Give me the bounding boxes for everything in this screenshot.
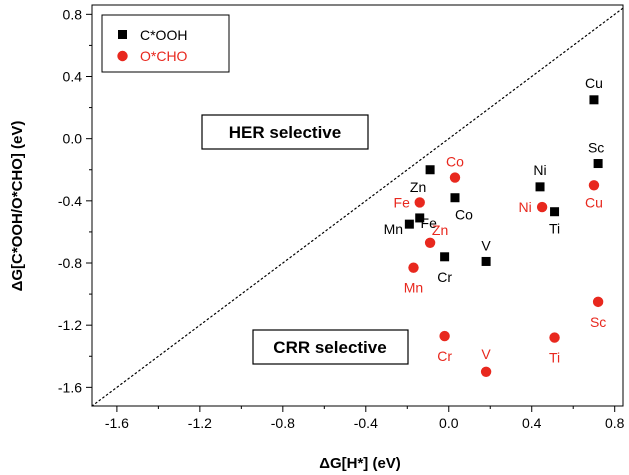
point-label-s0-zn: Zn xyxy=(410,179,426,195)
legend-label-series-0: C*OOH xyxy=(140,27,187,43)
x-tick-label: -0.4 xyxy=(354,415,378,431)
ticks-layer: -1.6 -1.2 -0.8 -0.4 0.0 0.4 0.8 -1.6 -1.2 -0.8 -0.… xyxy=(58,6,625,431)
point-label-s1-cr: Cr xyxy=(437,348,452,364)
region-text-crr: CRR selective xyxy=(273,338,386,357)
point-s1-cu xyxy=(588,180,600,191)
point-label-s0-sc: Sc xyxy=(588,140,604,156)
point-s0-ni xyxy=(535,182,545,192)
region-box-crr xyxy=(252,329,409,365)
point-label-s1-ti: Ti xyxy=(549,350,560,366)
point-s0-ti xyxy=(550,207,560,217)
point-label-s0-v: V xyxy=(481,237,491,253)
point-s1-cr xyxy=(439,330,450,342)
point-label-s0-co: Co xyxy=(455,207,473,223)
y-tick-label: 0.4 xyxy=(63,68,83,84)
region-label-crr: CRR selective xyxy=(252,329,409,365)
region-box-her xyxy=(201,114,369,150)
y-tick-label: -1.6 xyxy=(58,379,82,395)
diagonal-line xyxy=(91,7,624,407)
point-s0-cr xyxy=(440,252,450,262)
point-s1-co xyxy=(449,172,461,183)
legend-label-series-1: O*CHO xyxy=(140,48,188,64)
point-s0-fe xyxy=(415,213,425,223)
x-tick-label: -1.2 xyxy=(188,415,212,431)
point-s0-mn xyxy=(404,219,414,229)
y-tick-label: 0.8 xyxy=(63,6,83,22)
point-label-s0-ti: Ti xyxy=(549,221,560,237)
labels-layer: Cu Sc Ni Ti Zn Co Fe Mn V Cr Co Cu Fe Ni Zn Mn Sc Cr Ti V xyxy=(384,75,607,366)
region-text-her: HER selective xyxy=(229,123,341,142)
point-label-s0-mn: Mn xyxy=(384,221,403,237)
point-s0-co xyxy=(450,193,460,203)
legend: C*OOH O*CHO xyxy=(101,14,230,73)
y-tick-label: -1.2 xyxy=(58,317,82,333)
x-tick-label: -1.6 xyxy=(105,415,129,431)
legend-marker-series-0 xyxy=(118,30,127,39)
legend-box xyxy=(101,14,230,73)
point-s1-v xyxy=(480,366,492,378)
x-tick-label: -0.8 xyxy=(271,415,295,431)
x-tick-label: 0.8 xyxy=(605,415,625,431)
point-s0-cu xyxy=(589,95,599,105)
point-s1-fe xyxy=(414,197,425,208)
point-label-s1-v: V xyxy=(481,346,491,362)
point-s1-sc xyxy=(592,296,604,308)
point-label-s0-fe: Fe xyxy=(421,215,438,231)
point-s0-sc xyxy=(593,159,603,169)
marks-layer xyxy=(404,95,604,378)
point-label-s1-mn: Mn xyxy=(404,280,423,296)
point-s1-ti xyxy=(549,332,560,343)
point-label-s1-ni: Ni xyxy=(518,199,531,215)
y-tick-label: 0.0 xyxy=(63,131,83,147)
point-label-s1-zn: Zn xyxy=(432,222,448,238)
point-s1-zn xyxy=(424,237,436,249)
point-label-s0-cu: Cu xyxy=(585,75,603,91)
y-tick-label: -0.8 xyxy=(58,255,82,271)
x-tick-label: 0.0 xyxy=(439,415,459,431)
diagonal-layer xyxy=(91,7,624,407)
point-label-s1-sc: Sc xyxy=(590,314,606,330)
x-tick-label: 0.4 xyxy=(522,415,542,431)
x-axis-title: ΔG[H*] (eV) xyxy=(319,455,401,472)
point-s0-v xyxy=(481,256,491,266)
point-label-s0-ni: Ni xyxy=(533,162,546,178)
y-axis-title: ΔG[C*OOH/O*CHO] (eV) xyxy=(9,121,26,292)
point-label-s1-co: Co xyxy=(446,154,464,170)
legend-marker-series-1 xyxy=(117,50,128,62)
region-label-her: HER selective xyxy=(201,114,369,150)
point-label-s0-cr: Cr xyxy=(437,269,452,285)
point-label-s1-cu: Cu xyxy=(585,194,603,210)
y-tick-label: -0.4 xyxy=(58,193,82,209)
point-s0-zn xyxy=(425,165,435,175)
point-s1-ni xyxy=(536,201,548,213)
point-s1-mn xyxy=(408,262,419,273)
point-label-s1-fe: Fe xyxy=(394,194,411,210)
